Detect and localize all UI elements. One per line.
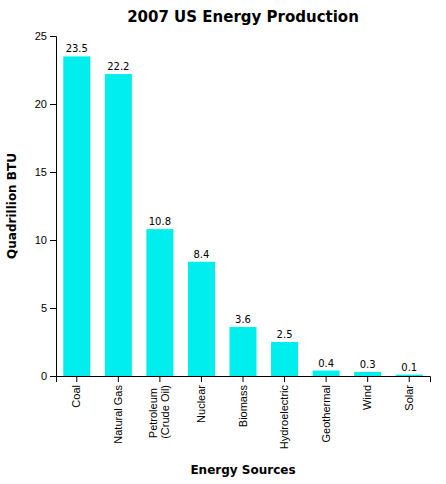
data-label: 2.5: [277, 329, 293, 340]
tick-label: 10: [35, 234, 47, 246]
bar: [271, 342, 298, 376]
tick-label: Hydroelectric: [278, 385, 290, 450]
tick-mark: [76, 376, 77, 382]
tick-mark: [50, 104, 56, 105]
tick: 20: [35, 98, 56, 110]
tick-label-line: Solar: [403, 385, 415, 411]
tick: 15: [35, 166, 56, 178]
tick-mark: [118, 376, 119, 382]
tick: Natural Gas: [112, 376, 124, 444]
data-label: 22.2: [107, 61, 129, 72]
y-axis-title: Quadrillion BTU: [5, 153, 19, 259]
tick-label: 0: [41, 370, 47, 382]
tick-mark: [326, 376, 327, 382]
bar: [188, 262, 215, 376]
tick: 10: [35, 234, 56, 246]
tick-label: 5: [41, 302, 47, 314]
tick-label: Petroleum (Crude Oil): [147, 385, 171, 439]
tick-label-line: Wind: [361, 385, 373, 410]
data-label: 10.8: [149, 216, 171, 227]
bar: [396, 375, 423, 376]
chart: 23.5 22.2 10.8 8.4 3.6 2.5 0.4 0.3 0.1 0 5 10 15 20 25…: [0, 0, 446, 484]
tick-label: Solar: [403, 385, 415, 411]
tick-label-line: Hydroelectric: [278, 385, 290, 450]
data-label: 0.4: [318, 358, 334, 369]
tick-label: Biomass: [237, 385, 249, 428]
tick-label: Natural Gas: [112, 385, 124, 444]
tick-label-line: Coal: [70, 385, 82, 408]
bar: [229, 327, 256, 376]
tick-label-line: Biomass: [237, 385, 249, 428]
tick-label: Wind: [361, 385, 373, 410]
tick-mark: [159, 376, 160, 382]
bar: [313, 371, 340, 376]
bars: [63, 56, 422, 376]
axis-line: [50, 37, 57, 377]
tick-mark: [367, 376, 368, 382]
tick: Petroleum (Crude Oil): [147, 376, 171, 439]
tick-label: 25: [35, 30, 47, 42]
tick: Nuclear: [195, 376, 207, 423]
tick-label-line: Nuclear: [195, 385, 207, 423]
tick-label-line: Geothermal: [320, 385, 332, 442]
tick: Solar: [403, 376, 415, 411]
tick-mark: [50, 308, 56, 309]
tick-label: Coal: [70, 385, 82, 408]
tick-label: 20: [35, 98, 47, 110]
tick: 5: [41, 302, 56, 314]
data-label: 0.3: [360, 359, 376, 370]
tick-mark: [50, 36, 56, 37]
tick-mark: [201, 376, 202, 382]
data-labels: 23.5 22.2 10.8 8.4 3.6 2.5 0.4 0.3 0.1: [66, 43, 418, 372]
axis-line: [57, 377, 431, 383]
tick-mark: [409, 376, 410, 382]
tick-mark: [284, 376, 285, 382]
tick-label-line: (Crude Oil): [159, 385, 171, 439]
tick: Wind: [361, 376, 373, 410]
tick-mark: [50, 172, 56, 173]
bar: [105, 74, 132, 376]
bar: [63, 56, 90, 376]
tick-label-line: Natural Gas: [112, 385, 124, 444]
tick-mark: [50, 376, 56, 377]
data-label: 23.5: [66, 43, 88, 54]
tick-label: Nuclear: [195, 385, 207, 423]
data-label: 0.1: [401, 362, 417, 373]
plot: 23.5 22.2 10.8 8.4 3.6 2.5 0.4 0.3 0.1 0 5 10 15 20 25…: [35, 30, 431, 449]
x-axis: Coal Natural Gas Petroleum (Crude Oil) Nucl…: [57, 376, 431, 449]
data-label: 8.4: [193, 249, 209, 260]
x-axis-title: Energy Sources: [190, 463, 295, 477]
tick-label-line: Petroleum: [147, 385, 159, 438]
tick-label: Geothermal: [320, 385, 332, 442]
tick: Geothermal: [320, 376, 332, 442]
tick-mark: [243, 376, 244, 382]
bar: [146, 229, 173, 376]
y-axis: 0 5 10 15 20 25: [35, 30, 57, 382]
tick: Biomass: [237, 376, 249, 427]
title: 2007 US Energy Production: [127, 8, 359, 26]
bar: [354, 372, 381, 376]
tick: 25: [35, 30, 56, 42]
data-label: 3.6: [235, 314, 251, 325]
tick-label: 15: [35, 166, 47, 178]
tick: 0: [41, 370, 56, 382]
tick-mark: [50, 240, 56, 241]
tick: Hydroelectric: [278, 376, 290, 449]
tick: Coal: [70, 376, 82, 408]
